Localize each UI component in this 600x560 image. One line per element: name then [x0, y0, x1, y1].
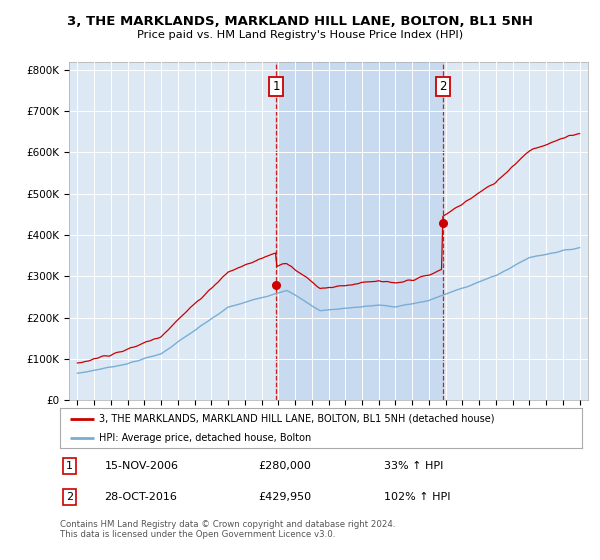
Text: Contains HM Land Registry data © Crown copyright and database right 2024.
This d: Contains HM Land Registry data © Crown c…	[60, 520, 395, 539]
Bar	[276, 62, 443, 400]
Text: 2: 2	[66, 492, 73, 502]
Text: 15-NOV-2006: 15-NOV-2006	[104, 461, 178, 470]
Text: 28-OCT-2016: 28-OCT-2016	[104, 492, 177, 502]
Text: 1: 1	[66, 461, 73, 470]
Text: £280,000: £280,000	[259, 461, 311, 470]
Text: 33% ↑ HPI: 33% ↑ HPI	[383, 461, 443, 470]
Text: 102% ↑ HPI: 102% ↑ HPI	[383, 492, 450, 502]
Text: 3, THE MARKLANDS, MARKLAND HILL LANE, BOLTON, BL1 5NH: 3, THE MARKLANDS, MARKLAND HILL LANE, BO…	[67, 15, 533, 27]
Text: 1: 1	[272, 80, 280, 93]
Text: £429,950: £429,950	[259, 492, 311, 502]
Text: 2: 2	[439, 80, 446, 93]
Text: Price paid vs. HM Land Registry's House Price Index (HPI): Price paid vs. HM Land Registry's House …	[137, 30, 463, 40]
Text: HPI: Average price, detached house, Bolton: HPI: Average price, detached house, Bolt…	[99, 433, 311, 443]
Text: 3, THE MARKLANDS, MARKLAND HILL LANE, BOLTON, BL1 5NH (detached house): 3, THE MARKLANDS, MARKLAND HILL LANE, BO…	[99, 414, 494, 423]
